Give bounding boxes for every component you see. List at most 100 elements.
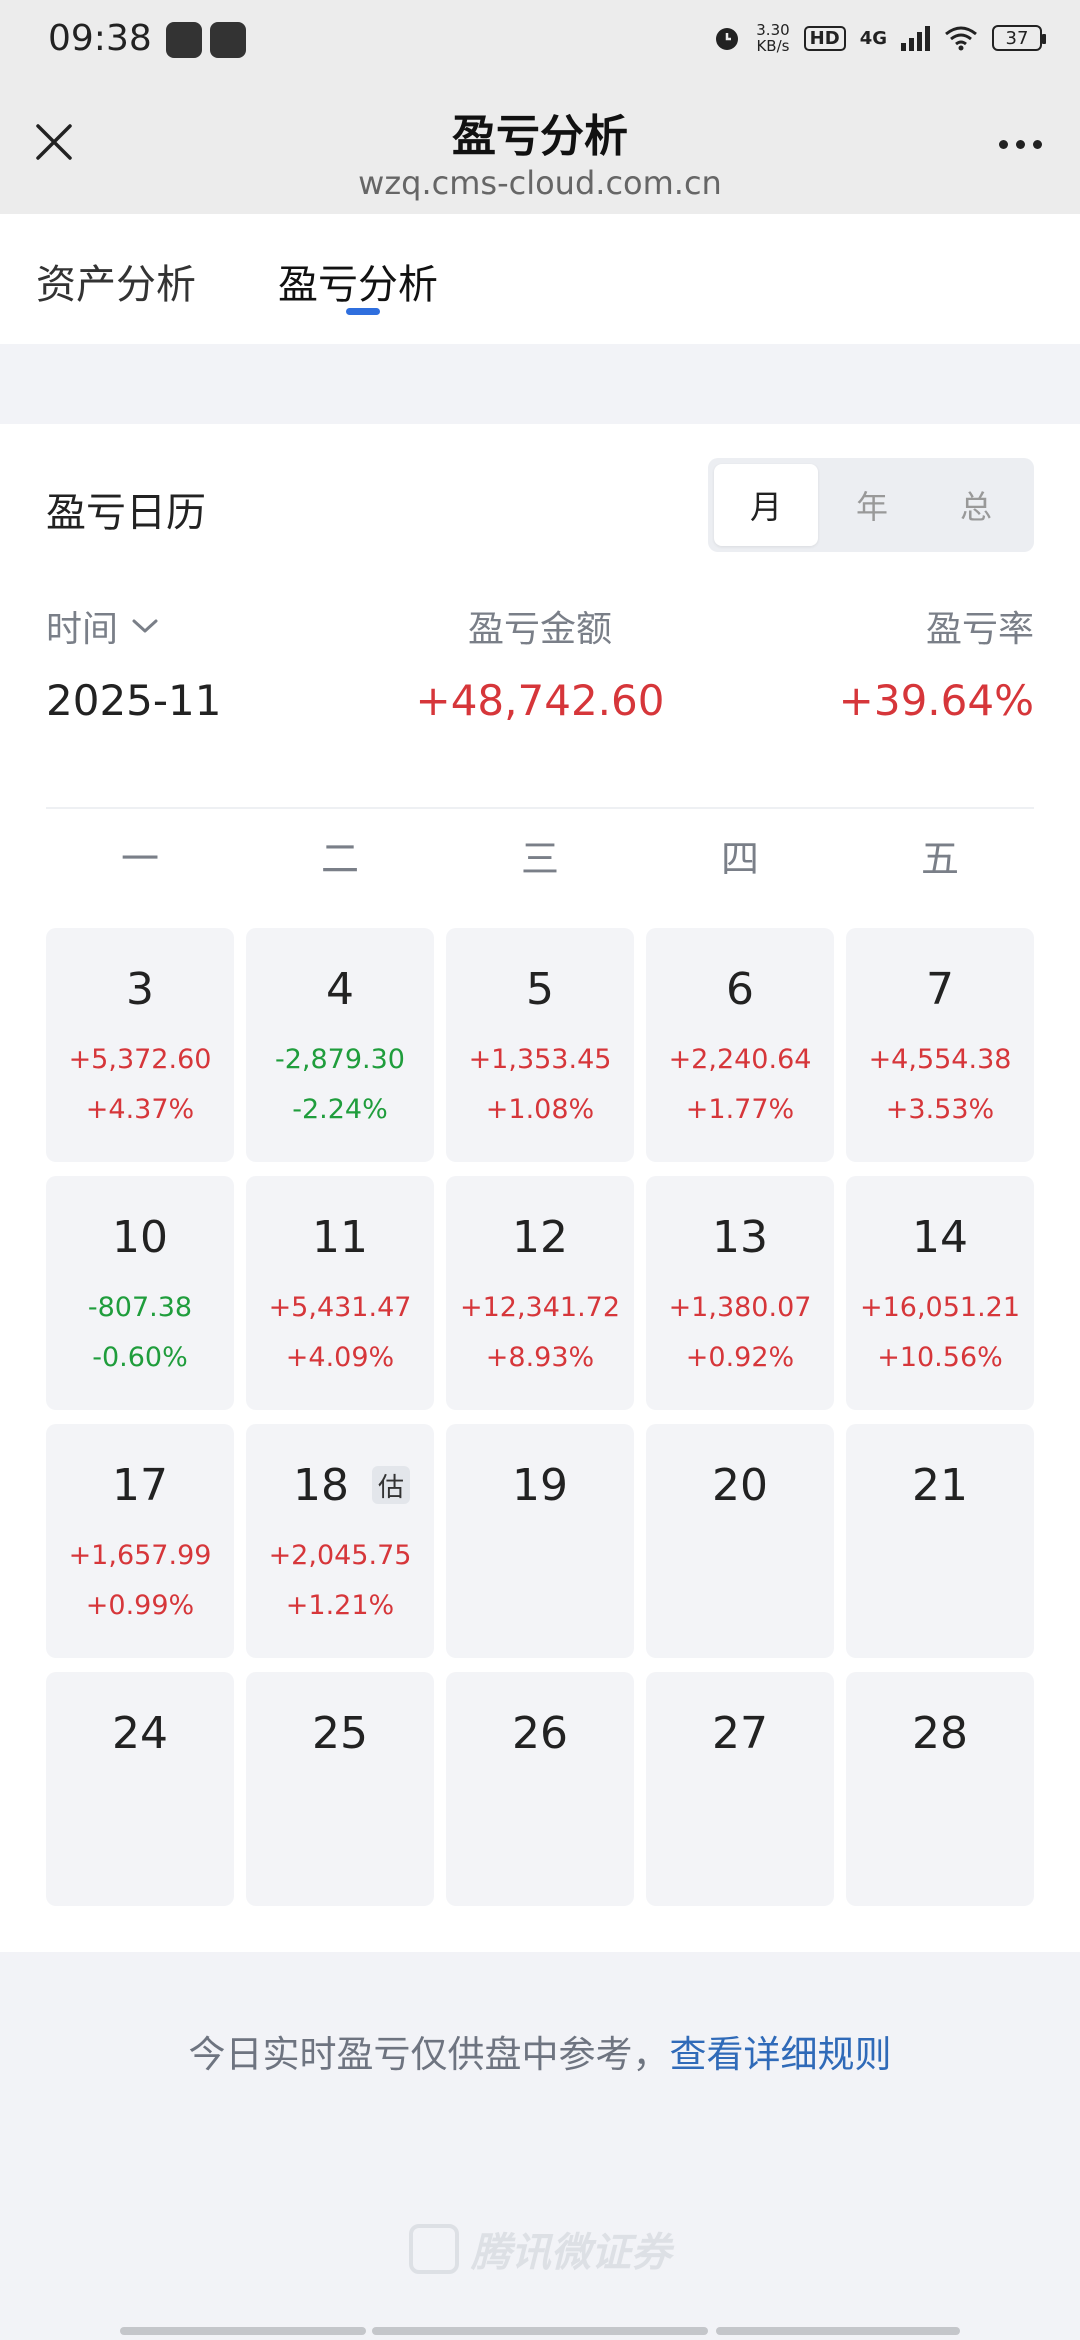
day-number: 18 [293, 1460, 349, 1511]
calendar-day-cell[interactable]: 13 +1,380.07 +0.92% [646, 1176, 834, 1410]
day-rate: +1.21% [285, 1590, 395, 1621]
day-amount: +4,554.38 [868, 1044, 1012, 1075]
divider [46, 807, 1034, 809]
day-number: 4 [326, 964, 354, 1015]
day-rate: +3.53% [885, 1094, 995, 1125]
calendar-day-cell[interactable]: 21 [846, 1424, 1034, 1658]
day-number: 25 [312, 1708, 368, 1759]
calendar-day-cell[interactable]: 7 +4,554.38 +3.53% [846, 928, 1034, 1162]
net-speed-value: 3.30 [756, 21, 790, 39]
day-number: 14 [912, 1212, 968, 1263]
close-button[interactable] [24, 112, 84, 172]
day-number: 13 [712, 1212, 768, 1263]
calendar-day-cell[interactable]: 11 +5,431.47 +4.09% [246, 1176, 434, 1410]
nav-bar: 盈亏分析 wzq.cms-cloud.com.cn [0, 84, 1080, 214]
brand-name: 腾讯微证券 [471, 2230, 671, 2276]
segment-total[interactable]: 总 [959, 488, 992, 526]
footer-note: 今日实时盈亏仅供盘中参考，查看详细规则 [0, 2024, 1080, 2078]
day-number: 5 [526, 964, 554, 1015]
hd-badge: HD [803, 25, 846, 51]
amount-header: 盈亏金额 [467, 609, 612, 650]
app-notification-icon [210, 22, 246, 58]
more-icon [998, 139, 1008, 149]
net-speed: 3.30 KB/s [756, 22, 789, 54]
page-title: 盈亏分析 [452, 111, 628, 162]
footer-note-text: 今日实时盈亏仅供盘中参考， [188, 2033, 670, 2076]
day-rate: +1.08% [485, 1094, 595, 1125]
time-selector[interactable]: 时间 [46, 600, 160, 652]
day-number: 21 [912, 1460, 968, 1511]
day-number: 19 [512, 1460, 568, 1511]
active-tab-indicator [346, 308, 380, 315]
gesture-bar [716, 2327, 960, 2335]
calendar-day-cell[interactable]: 17 +1,657.99 +0.99% [46, 1424, 234, 1658]
tab-profit-analysis[interactable]: 盈亏分析 [278, 262, 438, 308]
day-amount: +16,051.21 [859, 1292, 1021, 1323]
status-bar: 09:38 3.30 KB/s HD 4G 37 [0, 0, 1080, 84]
calendar-day-cell[interactable]: 18 估 +2,045.75 +1.21% [246, 1424, 434, 1658]
day-amount: +5,431.47 [268, 1292, 412, 1323]
calendar-day-cell[interactable]: 28 [846, 1672, 1034, 1906]
close-icon [36, 124, 72, 160]
calendar-day-cell[interactable]: 12 +12,341.72 +8.93% [446, 1176, 634, 1410]
calendar-day-cell[interactable]: 6 +2,240.64 +1.77% [646, 928, 834, 1162]
segment-month[interactable]: 月 [714, 464, 818, 546]
segment-year[interactable]: 年 [855, 488, 888, 526]
gesture-bar [120, 2327, 366, 2335]
period-segmented-control: 月 年 总 [708, 458, 1034, 552]
profit-calendar-card: 盈亏日历 月 年 总 时间 盈亏金额 盈亏率 2025-11 +48,742.6… [0, 424, 1080, 1952]
day-amount: +5,372.60 [68, 1044, 212, 1075]
weekday-tue: 二 [320, 837, 359, 881]
day-number: 11 [312, 1212, 368, 1263]
calendar-grid: 3 +5,372.60 +4.37% 4 -2,879.30 -2.24% 5 +1,353.… [46, 928, 1034, 1908]
day-number: 12 [512, 1212, 568, 1263]
battery-level: 37 [1005, 27, 1029, 49]
page-url: wzq.cms-cloud.com.cn [358, 164, 722, 202]
network-type: 4G [859, 27, 887, 49]
day-rate: +8.93% [485, 1342, 595, 1373]
rules-link[interactable]: 查看详细规则 [669, 2033, 892, 2076]
weekday-wed: 三 [520, 837, 559, 881]
calendar-day-cell[interactable]: 3 +5,372.60 +4.37% [46, 928, 234, 1162]
day-rate: +0.92% [685, 1342, 795, 1373]
calendar-day-cell[interactable]: 25 [246, 1672, 434, 1906]
brand-logo-icon [409, 2224, 459, 2274]
calendar-day-cell[interactable]: 14 +16,051.21 +10.56% [846, 1176, 1034, 1410]
calendar-day-cell[interactable]: 4 -2,879.30 -2.24% [246, 928, 434, 1162]
calendar-day-cell[interactable]: 5 +1,353.45 +1.08% [446, 928, 634, 1162]
total-amount: +48,742.60 [415, 676, 665, 725]
calendar-day-cell[interactable]: 20 [646, 1424, 834, 1658]
day-amount: +1,353.45 [468, 1044, 612, 1075]
calendar-day-cell[interactable]: 27 [646, 1672, 834, 1906]
day-amount: +1,380.07 [668, 1292, 812, 1323]
gesture-bar [372, 2327, 708, 2335]
day-number: 17 [112, 1460, 168, 1511]
day-number: 27 [712, 1708, 768, 1759]
alarm-icon [716, 28, 739, 50]
calendar-day-cell[interactable]: 10 -807.38 -0.60% [46, 1176, 234, 1410]
calendar-title: 盈亏日历 [46, 490, 206, 536]
weekday-mon: 一 [120, 837, 159, 881]
battery-icon: 37 [992, 25, 1046, 51]
day-number: 24 [112, 1708, 168, 1759]
time-header: 时间 [46, 609, 119, 650]
day-rate: +0.99% [85, 1590, 195, 1621]
day-rate: +10.56% [877, 1342, 1003, 1373]
wifi-icon [945, 26, 977, 51]
day-number: 28 [912, 1708, 968, 1759]
tab-bar: 资产分析 盈亏分析 [0, 214, 1080, 344]
calendar-day-cell[interactable]: 24 [46, 1672, 234, 1906]
tab-asset-analysis[interactable]: 资产分析 [36, 262, 196, 308]
day-amount: +2,045.75 [268, 1540, 412, 1571]
weekday-thu: 四 [720, 837, 759, 881]
day-rate: +4.09% [285, 1342, 395, 1373]
net-speed-unit: KB/s [756, 37, 790, 55]
rate-header: 盈亏率 [925, 609, 1034, 650]
status-indicators: 3.30 KB/s HD 4G 37 [712, 22, 1046, 54]
calendar-day-cell[interactable]: 26 [446, 1672, 634, 1906]
calendar-day-cell[interactable]: 19 [446, 1424, 634, 1658]
day-amount: +1,657.99 [68, 1540, 212, 1571]
day-number: 3 [126, 964, 154, 1015]
day-amount: +12,341.72 [459, 1292, 621, 1323]
more-button[interactable] [988, 124, 1052, 164]
